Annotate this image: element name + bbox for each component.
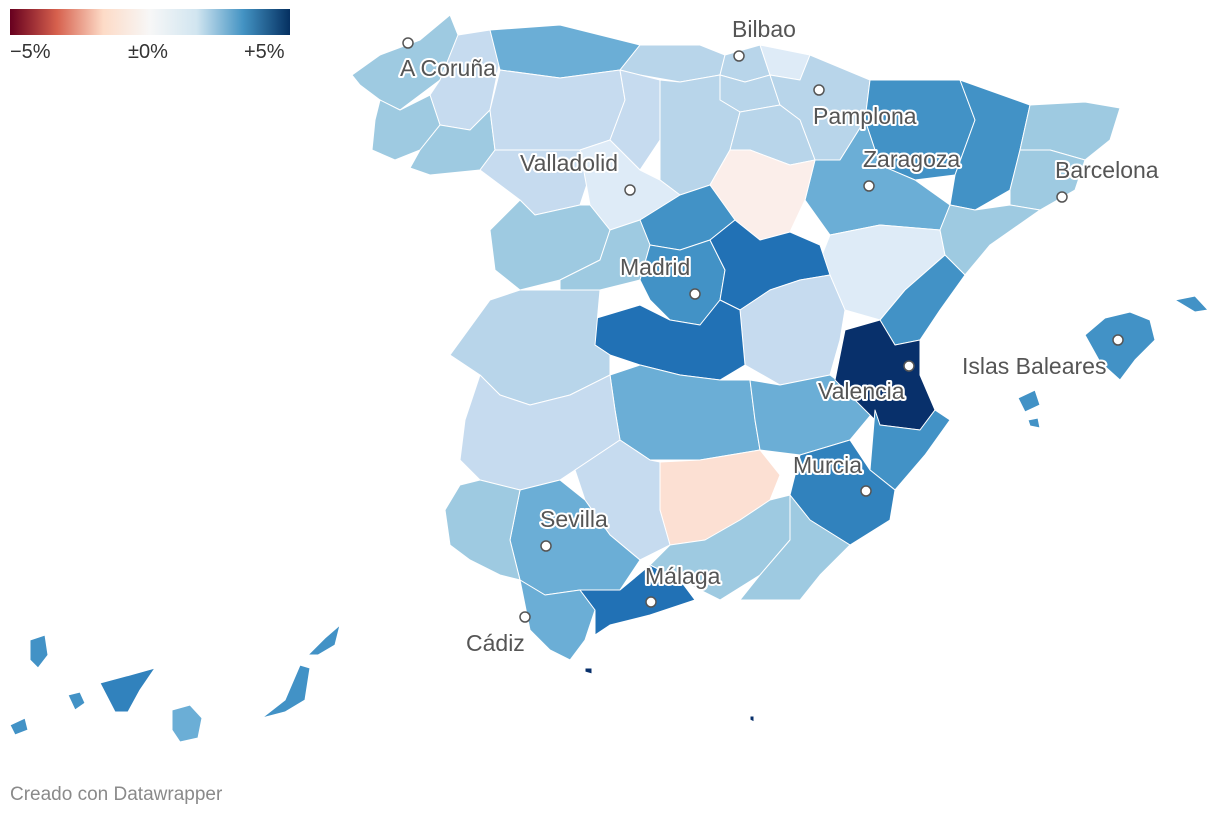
color-legend: −5% ±0% +5% [10,9,290,63]
province-tarragona[interactable] [939,204,1041,276]
city-label-sevilla: Sevilla [540,506,608,532]
province-palencia[interactable] [609,69,661,171]
city-label-valencia: Valencia [818,378,905,404]
city-label-valladolid: Valladolid [520,150,618,176]
legend-gradient-bar [10,9,290,35]
province-ciudad-real[interactable] [609,364,761,461]
city-dot-madrid [689,288,701,300]
legend-max-label: +5% [244,41,285,63]
city-dot-valencia [903,360,915,372]
city-dot-malaga [645,596,657,608]
credit-text[interactable]: Creado con Datawrapper [10,784,223,805]
province-canarias-la-palma[interactable] [29,634,49,669]
city-dot-a-coruna [402,37,414,49]
province-leon[interactable] [489,69,626,151]
city-dot-murcia [860,485,872,497]
city-dot-cadiz [519,611,531,623]
city-dot-sevilla [540,540,552,552]
province-canarias-lanzarote[interactable] [307,624,341,656]
melilla[interactable] [749,715,755,723]
city-label-cadiz: Cádiz [466,630,525,656]
province-canarias-gran-canaria[interactable] [171,704,203,743]
city-label-barcelona: Barcelona [1055,157,1159,183]
province-islas-baleares-menorca[interactable] [1174,295,1209,313]
province-huelva[interactable] [444,479,521,581]
province-canarias-la-gomera[interactable] [67,691,86,711]
city-label-pamplona: Pamplona [813,103,917,129]
city-dot-islas-baleares [1112,334,1124,346]
province-albacete[interactable] [749,374,876,456]
city-label-madrid: Madrid [620,254,690,280]
city-label-zaragoza: Zaragoza [863,146,960,172]
city-label-bilbao: Bilbao [732,16,796,42]
province-canarias-tenerife[interactable] [99,667,156,713]
city-dot-zaragoza [863,180,875,192]
city-label-islas-baleares: Islas Baleares [962,353,1106,379]
province-cadiz[interactable] [519,579,596,661]
province-islas-baleares-mallorca[interactable] [1084,311,1156,381]
province-canarias-el-hierro[interactable] [9,717,29,736]
city-dot-valladolid [624,184,636,196]
province-islas-baleares-ibiza[interactable] [1017,389,1041,413]
legend-min-label: −5% [10,41,51,63]
city-dot-barcelona [1056,191,1068,203]
province-malaga[interactable] [579,564,696,636]
city-dot-bilbao [733,50,745,62]
province-islas-baleares-formentera[interactable] [1027,417,1041,429]
ceuta[interactable] [584,667,593,675]
city-label-murcia: Murcia [793,452,862,478]
province-canarias-fuerteventura[interactable] [261,664,311,719]
city-label-malaga: Málaga [645,563,721,589]
city-label-a-coruna: A Coruña [400,55,496,81]
province-almeria[interactable] [739,494,851,601]
city-dot-pamplona [813,84,825,96]
legend-mid-label: ±0% [128,41,168,63]
